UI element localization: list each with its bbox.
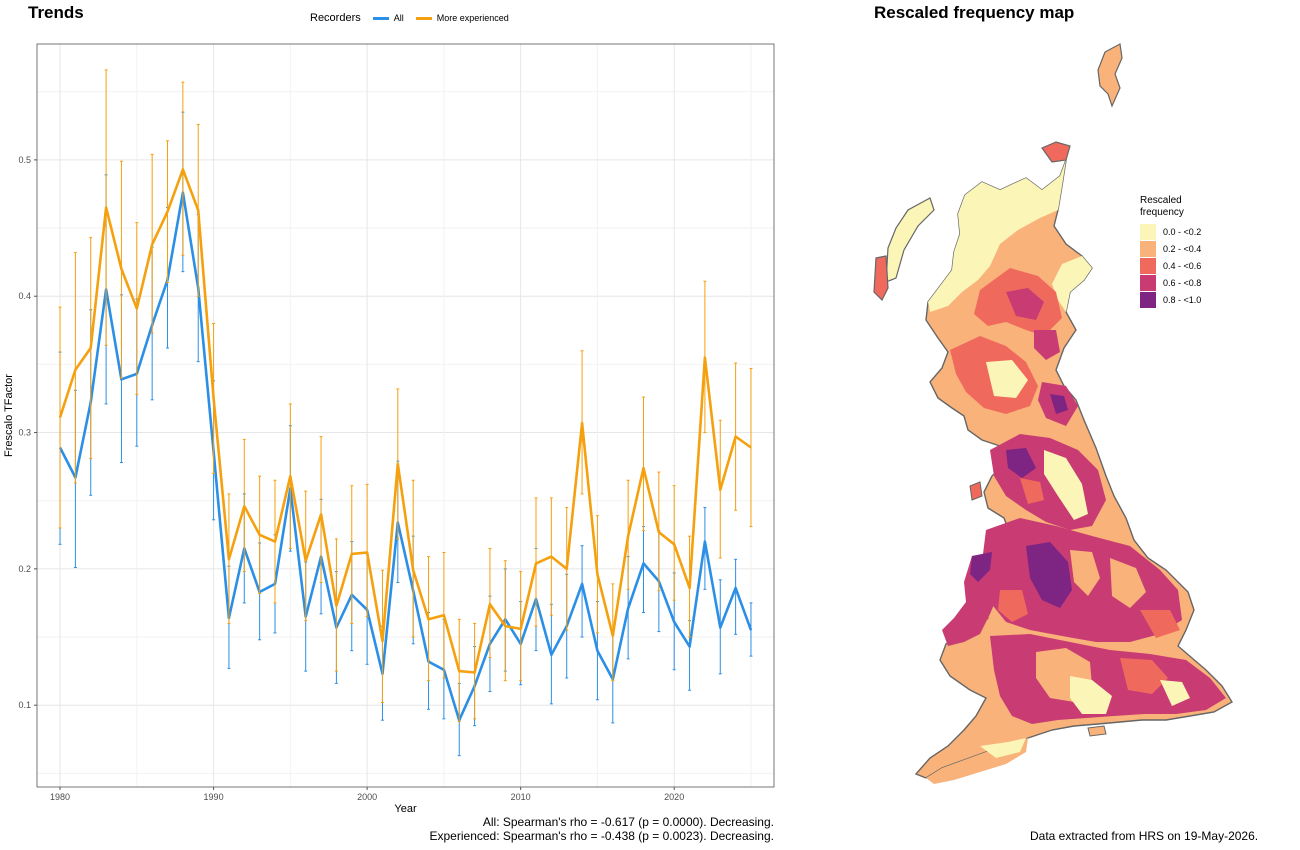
map-legend-title: Rescaled frequency (1140, 195, 1201, 219)
map-patch-scotland-7 (1050, 394, 1068, 414)
legend-swatch-all (372, 16, 389, 20)
map-legend-label: 0.8 - <1.0 (1163, 294, 1202, 305)
map-legend-swatch (1140, 257, 1156, 274)
map-legend-row: 0.0 - <0.2 (1140, 223, 1201, 240)
stats-block: All: Spearman's rho = -0.617 (p = 0.0000… (430, 815, 775, 843)
map-legend-title-line2: frequency (1140, 207, 1184, 218)
legend-item-all: All (372, 13, 404, 23)
map-wales-west (970, 552, 992, 582)
x-tick-label: 2010 (511, 792, 531, 802)
trends-title: Trends (28, 3, 84, 22)
map-isle-of-wight (1087, 725, 1107, 737)
series-line (58, 191, 753, 722)
map-patch-scotland-5 (986, 360, 1028, 398)
legend-title: Recorders (310, 12, 361, 24)
y-tick-label: 0.5 (18, 155, 31, 165)
map-southwest-tip (980, 738, 1026, 758)
legend-item-experienced: More experienced (415, 13, 509, 23)
series-all (58, 111, 753, 757)
map-western-isles (885, 197, 935, 283)
map-patch-mid-4 (1110, 558, 1146, 608)
legend-label-all: All (393, 13, 404, 23)
map-legend-row: 0.6 - <0.8 (1140, 274, 1201, 291)
x-tick-label: 1980 (50, 792, 70, 802)
map-legend-title-line1: Rescaled (1140, 195, 1182, 206)
map-highlands-pale (928, 160, 1066, 312)
stats-all: All: Spearman's rho = -0.617 (p = 0.0000… (482, 815, 774, 829)
y-tick-label: 0.4 (18, 291, 31, 301)
map-patch-scotland-4 (1034, 330, 1060, 360)
legend-label-experienced: More experienced (436, 13, 509, 23)
map-patch-south-5 (1160, 680, 1190, 706)
map-patch-south-3 (1070, 676, 1112, 714)
map-title: Rescaled frequency map (874, 3, 1075, 22)
map-patch-south-4 (1120, 658, 1168, 694)
x-tick-label: 1990 (204, 792, 224, 802)
y-tick-label: 0.3 (18, 428, 31, 438)
x-axis-label: Year (394, 803, 417, 815)
series-line (58, 168, 752, 674)
map-legend-swatch (1140, 291, 1156, 308)
map-patch-north-4 (1020, 478, 1044, 504)
map-legend-row: 0.4 - <0.6 (1140, 257, 1201, 274)
map-legend-label: 0.2 - <0.4 (1163, 243, 1202, 254)
map-patch-north-3 (1006, 448, 1036, 478)
y-tick-label: 0.2 (18, 564, 31, 574)
x-tick-label: 2020 (664, 792, 684, 802)
plot-border (36, 43, 775, 788)
map-legend-label: 0.0 - <0.2 (1163, 226, 1202, 237)
x-tick-label: 2000 (357, 792, 377, 802)
map-legend-row: 0.2 - <0.4 (1140, 240, 1201, 257)
y-axis-label: Frescalo TFactor (3, 374, 15, 457)
map-legend-label: 0.4 - <0.6 (1163, 260, 1202, 271)
map-patch-mid-5 (998, 590, 1028, 622)
map-isle-of-man (969, 481, 983, 501)
frequency-map (873, 43, 1233, 784)
map-patch-north-2 (1044, 450, 1088, 520)
map-legend-swatch (1140, 240, 1156, 257)
map-wales (942, 552, 1006, 646)
map-shetland (1097, 43, 1123, 108)
stats-experienced: Experienced: Spearman's rho = -0.438 (p … (429, 829, 775, 843)
map-western-isles-south (873, 255, 889, 302)
map-grampian-pale (1052, 256, 1092, 312)
map-patch-mid-2 (1026, 542, 1072, 608)
map-orkney (1041, 141, 1071, 163)
map-patch-mid-6 (1140, 610, 1180, 638)
y-tick-label: 0.1 (18, 700, 31, 710)
map-legend-row: 0.8 - <1.0 (1140, 291, 1201, 308)
map-legend-swatch (1140, 223, 1156, 240)
recorders-legend: Recorders All More experienced (310, 12, 509, 24)
map-legend: Rescaled frequency 0.0 - <0.2 0.2 - <0.4… (1140, 195, 1201, 308)
map-patch-mid-3 (1070, 550, 1100, 596)
map-legend-swatch (1140, 274, 1156, 291)
data-source-footnote: Data extracted from HRS on 19-May-2026. (1030, 829, 1259, 843)
map-patch-scotland-2 (1006, 288, 1044, 320)
legend-swatch-experienced (415, 16, 432, 20)
map-legend-label: 0.6 - <0.8 (1163, 277, 1202, 288)
series-experienced (58, 69, 753, 723)
